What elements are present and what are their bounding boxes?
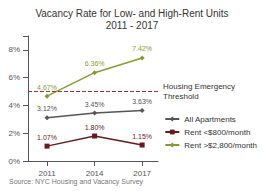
svg-text:2%: 2% xyxy=(8,129,20,138)
svg-text:2017: 2017 xyxy=(133,169,151,178)
svg-text:2011 - 2017: 2011 - 2017 xyxy=(106,20,159,31)
svg-text:Housing Emergency: Housing Emergency xyxy=(163,82,235,91)
svg-text:Threshold: Threshold xyxy=(163,92,199,101)
svg-text:All Apartments: All Apartments xyxy=(184,115,236,124)
svg-text:Rent >$2,800/month: Rent >$2,800/month xyxy=(184,141,257,150)
svg-text:1.07%: 1.07% xyxy=(37,134,57,141)
svg-text:6.36%: 6.36% xyxy=(85,60,105,67)
svg-text:3.12%: 3.12% xyxy=(37,105,57,112)
svg-text:3.45%: 3.45% xyxy=(85,101,105,108)
svg-text:1.15%: 1.15% xyxy=(132,133,152,140)
svg-text:3.63%: 3.63% xyxy=(132,98,152,105)
svg-text:6%: 6% xyxy=(8,73,20,82)
svg-text:0%: 0% xyxy=(8,157,20,166)
svg-text:1.80%: 1.80% xyxy=(85,124,105,131)
svg-text:Rent <$800/month: Rent <$800/month xyxy=(184,128,250,137)
svg-text:8%: 8% xyxy=(8,45,20,54)
svg-text:Vacancy Rate for Low- and High: Vacancy Rate for Low- and High-Rent Unit… xyxy=(35,8,228,19)
svg-text:2014: 2014 xyxy=(86,169,104,178)
svg-text:7.42%: 7.42% xyxy=(132,45,152,52)
svg-text:Source: NYC Housing and Vacanc: Source: NYC Housing and Vacancy Survey xyxy=(9,178,144,186)
svg-text:2011: 2011 xyxy=(38,169,56,178)
svg-text:4.67%: 4.67% xyxy=(37,84,57,91)
svg-text:4%: 4% xyxy=(8,101,20,110)
